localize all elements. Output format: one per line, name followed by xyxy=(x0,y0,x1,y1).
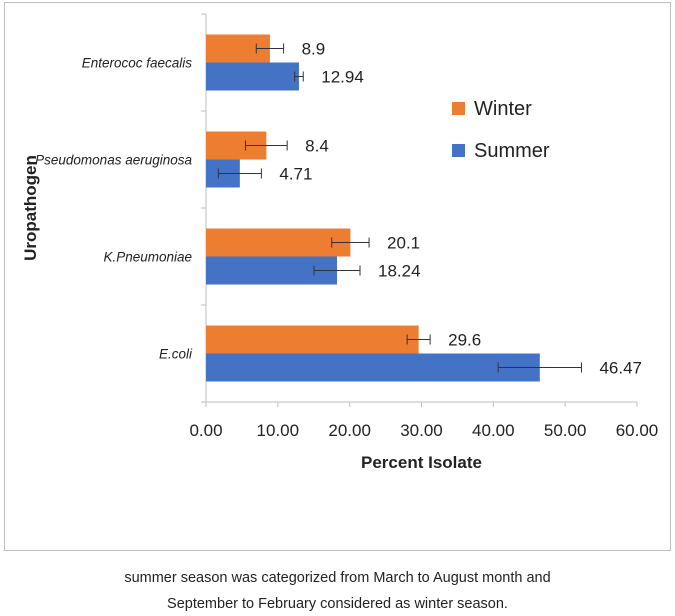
legend-swatch-summer xyxy=(452,144,465,157)
legend-swatch-winter xyxy=(452,102,465,115)
caption-line-2: September to February considered as wint… xyxy=(167,596,508,612)
category-label: Enterococ faecalis xyxy=(82,56,193,71)
bar-chart: 0.00 10.00 20.00 30.00 40.00 50.00 60.00 Percen… xyxy=(21,13,659,472)
x-tick-label: 0.00 xyxy=(189,421,222,440)
data-label: 8.9 xyxy=(302,40,326,59)
data-label: 4.71 xyxy=(279,165,312,184)
data-label: 20.1 xyxy=(387,234,420,253)
bar-winter xyxy=(206,228,351,257)
bar-summer xyxy=(206,353,540,382)
legend-label-winter: Winter xyxy=(474,98,532,120)
x-tick-label: 20.00 xyxy=(328,421,371,440)
data-label: 12.94 xyxy=(321,68,364,87)
category-label: E.coli xyxy=(159,347,193,362)
y-axis-title: Uropathogen xyxy=(21,155,40,261)
data-label: 46.47 xyxy=(599,359,642,378)
x-tick-label: 40.00 xyxy=(472,421,515,440)
x-axis-title: Percent Isolate xyxy=(361,453,482,472)
data-label: 8.4 xyxy=(305,137,329,156)
x-tick-label: 30.00 xyxy=(400,421,443,440)
data-label: 18.24 xyxy=(378,262,421,281)
x-tick-label: 60.00 xyxy=(616,421,659,440)
caption-line-1: summer season was categorized from March… xyxy=(124,570,551,586)
legend-label-summer: Summer xyxy=(474,140,550,162)
x-tick-label: 50.00 xyxy=(544,421,587,440)
bar-winter xyxy=(206,325,419,354)
x-tick-label: 10.00 xyxy=(257,421,300,440)
data-label: 29.6 xyxy=(448,331,481,350)
bar-summer xyxy=(206,62,299,91)
category-label: Pseudomonas aeruginosa xyxy=(35,153,192,168)
category-label: K.Pneumoniae xyxy=(103,250,192,265)
chart-frame xyxy=(4,2,671,551)
